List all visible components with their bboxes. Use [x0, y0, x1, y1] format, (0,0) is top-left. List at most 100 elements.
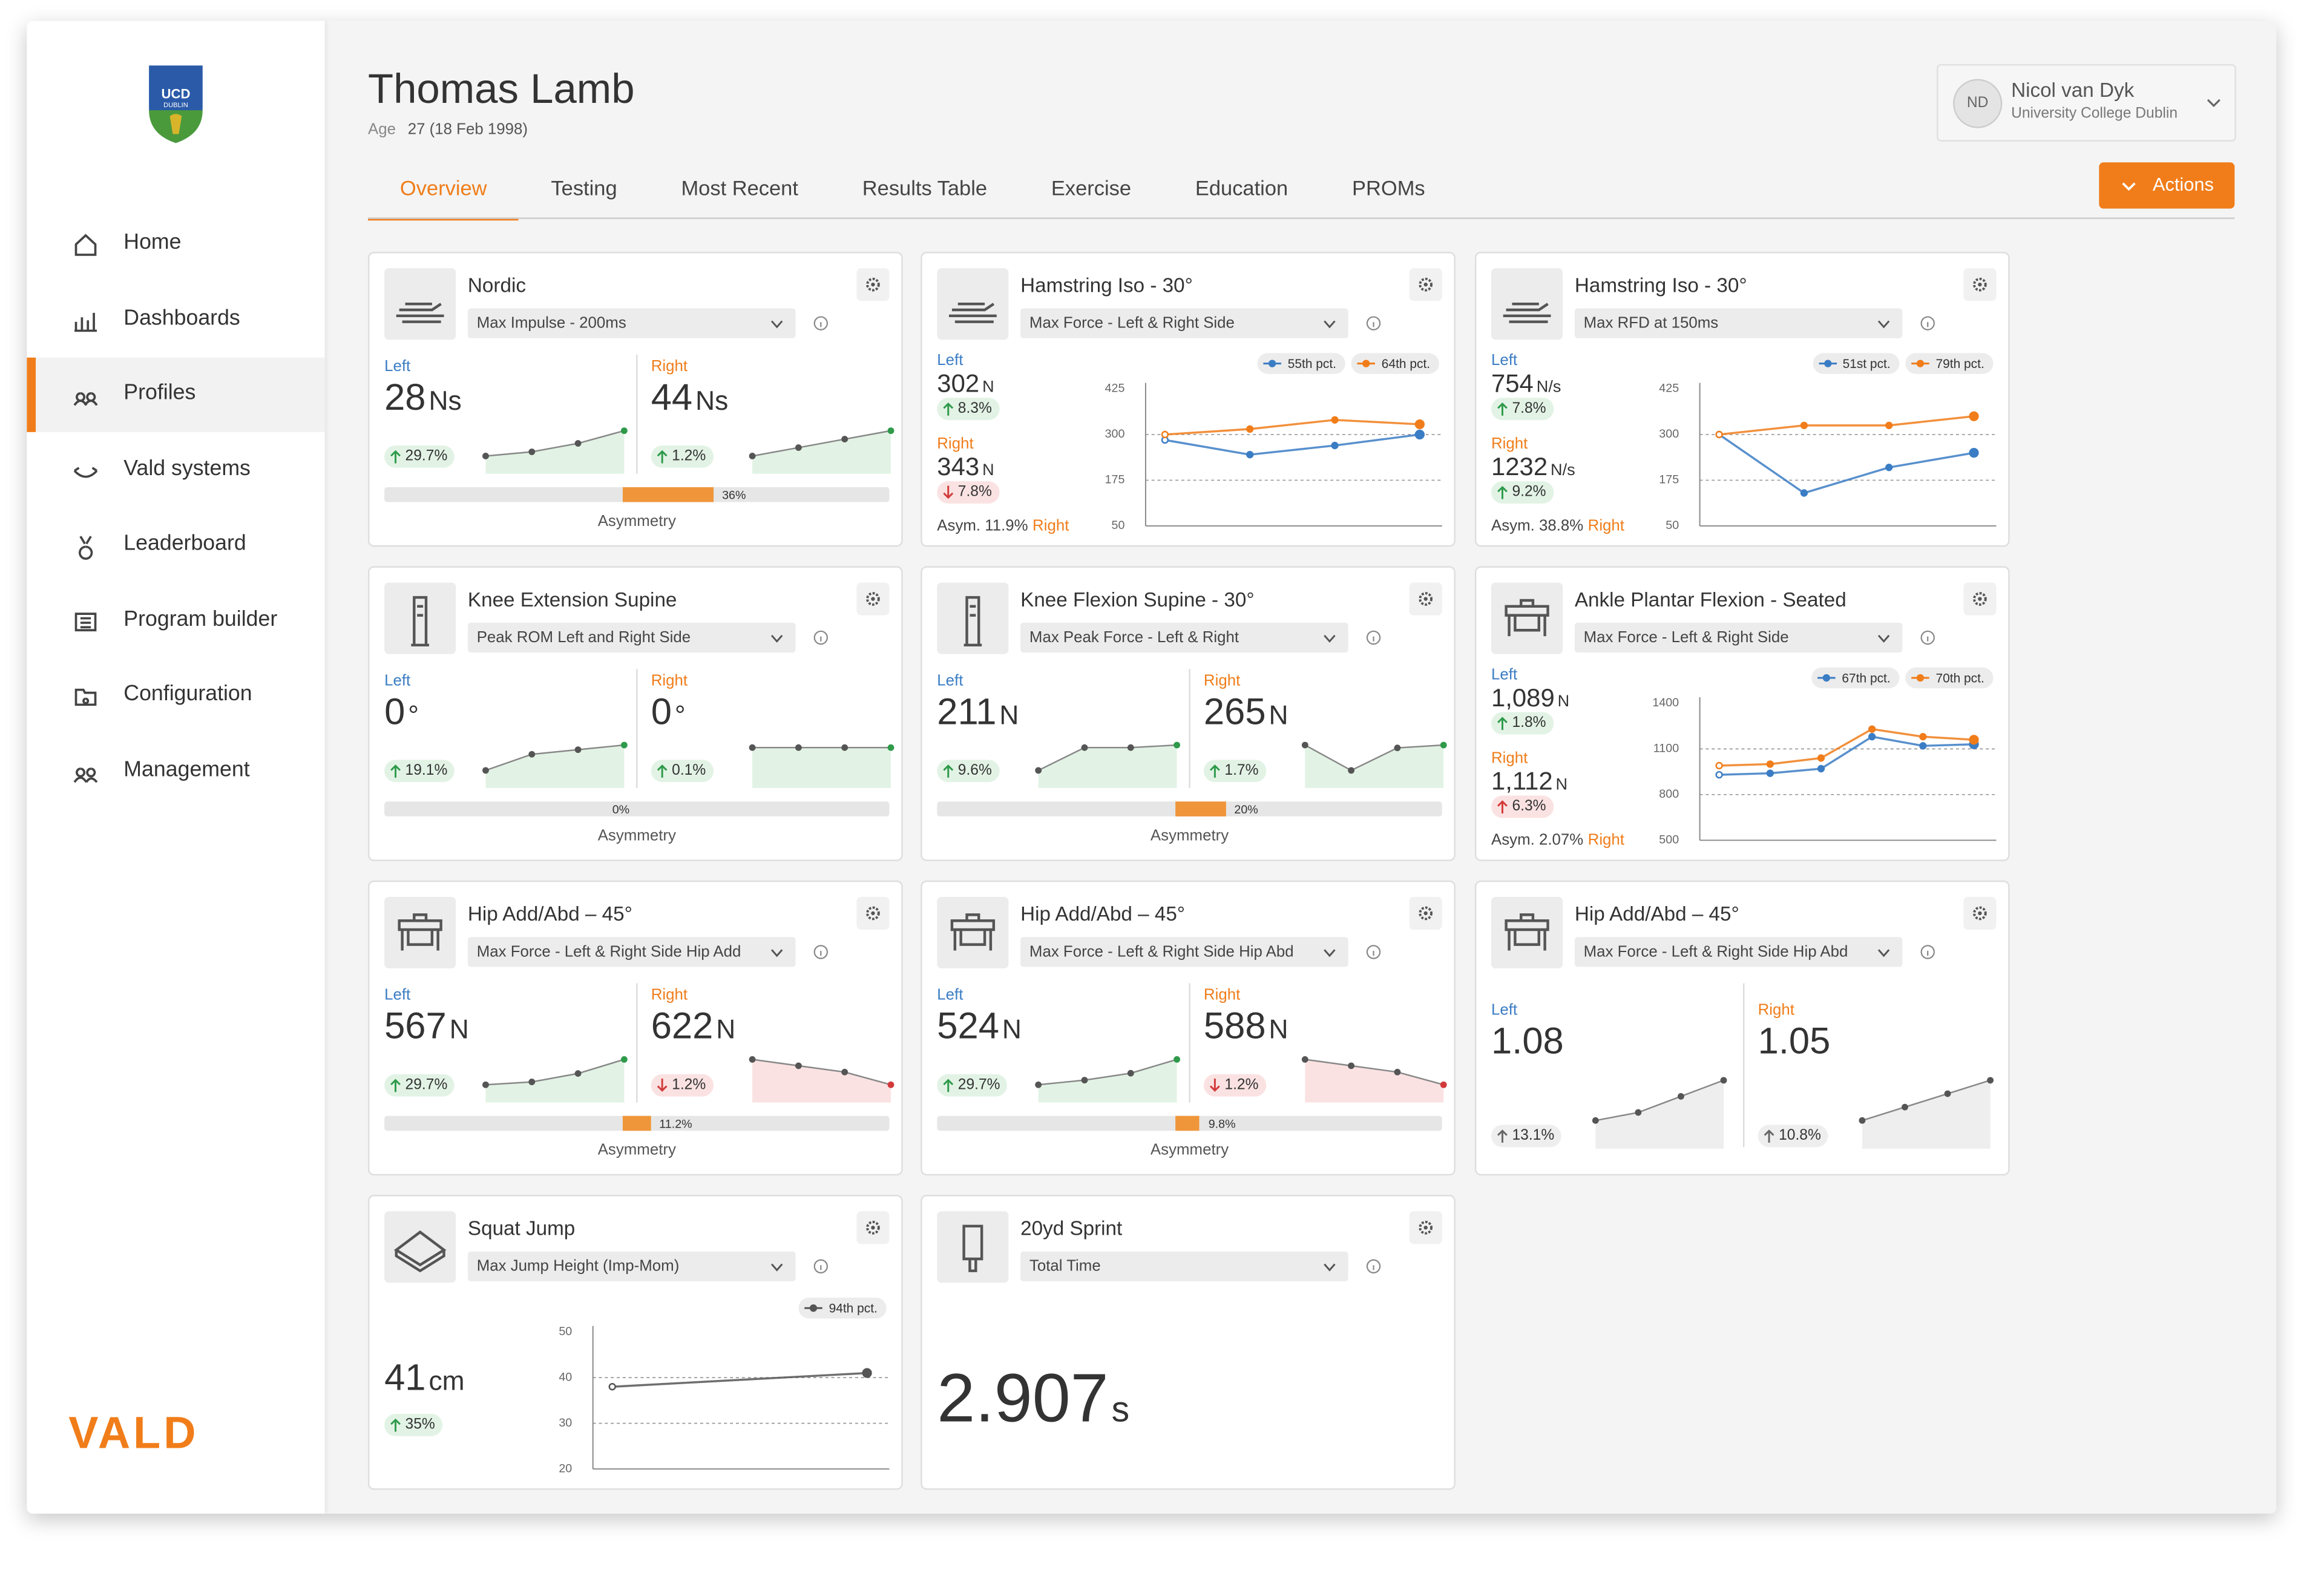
nav-item[interactable]: Profiles: [27, 357, 325, 432]
nav-item[interactable]: Leaderboard: [27, 508, 324, 582]
metric-label: Max Force - Left & Right Side: [1583, 628, 1789, 647]
gear-outer: [1419, 592, 1433, 606]
settings-button[interactable]: [1963, 268, 1997, 301]
side-divider: [636, 669, 638, 789]
sparkline-point: [1720, 1077, 1727, 1084]
info-icon[interactable]: [1366, 630, 1381, 645]
info-icon[interactable]: [1920, 316, 1935, 331]
nav-item[interactable]: Dashboards: [27, 282, 324, 356]
side-divider: [1742, 983, 1745, 1148]
info-icon[interactable]: [813, 1259, 829, 1274]
value-number: 567: [384, 1005, 447, 1048]
percentile-pill: 94th pct.: [799, 1297, 887, 1319]
nav-item[interactable]: Configuration: [27, 659, 324, 733]
side-label: Left: [937, 351, 963, 370]
settings-button[interactable]: [1409, 896, 1442, 930]
info-icon[interactable]: [813, 630, 829, 645]
info-icon[interactable]: [1920, 630, 1935, 645]
metric-dropdown[interactable]: Max Peak Force - Left & Right: [1020, 622, 1348, 653]
tab[interactable]: Exercise: [1051, 176, 1132, 200]
metric-dropdown[interactable]: Max Force - Left & Right Side Hip Add: [467, 937, 796, 967]
metric-dropdown[interactable]: Peak ROM Left and Right Side: [467, 622, 796, 653]
tab[interactable]: Overview: [367, 170, 519, 221]
settings-button[interactable]: [1963, 582, 1997, 616]
card-title: Squat Jump: [467, 1217, 576, 1240]
pill-marker: [805, 1304, 823, 1312]
info-icon[interactable]: [1920, 945, 1935, 960]
value-number: 2.907: [937, 1358, 1109, 1436]
info-icon[interactable]: [1366, 1259, 1381, 1274]
tab[interactable]: Most Recent: [681, 176, 798, 200]
value: 754 N/s: [1491, 369, 1561, 399]
nav-item[interactable]: Vald systems: [27, 433, 324, 507]
value-unit: N: [1557, 692, 1570, 711]
info-icon[interactable]: [1366, 945, 1381, 960]
metric-dropdown[interactable]: Max Impulse - 200ms: [467, 308, 796, 338]
chevron-shape: [770, 1263, 783, 1272]
change-value: 1.2%: [1224, 1077, 1259, 1094]
nav-item[interactable]: Home: [27, 207, 324, 281]
metric-dropdown[interactable]: Max RFD at 150ms: [1574, 308, 1903, 338]
info-icon[interactable]: [813, 316, 829, 331]
side-label: Left: [384, 672, 411, 690]
asymmetry-label: Asymmetry: [597, 512, 676, 531]
tab[interactable]: Testing: [551, 176, 617, 200]
metric-label: Max Force - Left & Right Side: [1029, 314, 1235, 332]
gear-inner: [1978, 911, 1982, 916]
sparkline-line: [1305, 1059, 1444, 1086]
settings-button[interactable]: [1409, 582, 1442, 616]
metric-dropdown[interactable]: Max Jump Height (Imp-Mom): [467, 1251, 796, 1281]
logo-harp: [169, 114, 182, 134]
value: 211 N: [937, 691, 1019, 734]
pill-marker-dot: [1917, 360, 1925, 367]
value-number: 0: [384, 691, 405, 734]
tab[interactable]: Results Table: [862, 176, 988, 200]
sparkline-point: [528, 1079, 536, 1086]
actions-button[interactable]: Actions: [2099, 162, 2235, 209]
info-icon[interactable]: [1366, 316, 1381, 331]
settings-button[interactable]: [856, 896, 890, 930]
gear-outer: [1419, 906, 1433, 921]
settings-button[interactable]: [1963, 896, 1997, 930]
metric-dropdown[interactable]: Max Force - Left & Right Side Hip Abd: [1020, 937, 1348, 967]
test-icon: [393, 1230, 447, 1273]
gear-inner: [1423, 282, 1428, 287]
nav-label: Configuration: [123, 682, 252, 706]
settings-button[interactable]: [856, 1211, 890, 1244]
settings-button[interactable]: [1409, 268, 1442, 301]
sparkline-point: [749, 744, 756, 751]
metric-dropdown[interactable]: Max Force - Left & Right Side Hip Abd: [1574, 937, 1903, 967]
test-icon-shape: [963, 596, 982, 647]
metric-dropdown[interactable]: Max Force - Left & Right Side: [1020, 308, 1348, 338]
dropdown-chevron: [770, 1263, 783, 1272]
card-title: Hamstring Iso - 30°: [1020, 274, 1193, 297]
settings-icon: [1973, 906, 1987, 921]
change-badge: 6.3%: [1491, 795, 1554, 818]
settings-button[interactable]: [1409, 1211, 1442, 1244]
settings-button[interactable]: [856, 582, 890, 616]
series-point: [862, 1368, 872, 1378]
sparkline-point: [482, 767, 489, 774]
series-point: [1246, 425, 1254, 433]
card-title: Ankle Plantar Flexion - Seated: [1574, 588, 1846, 611]
sparkline: [1592, 1077, 1727, 1149]
info-icon[interactable]: [813, 945, 829, 960]
settings-button[interactable]: [856, 268, 890, 301]
gear-inner: [1978, 597, 1982, 601]
nav-item[interactable]: Management: [27, 734, 324, 808]
dropdown-chevron: [1324, 634, 1336, 643]
user-menu[interactable]: ND Nicol van Dyk University College Dublin: [1936, 64, 2236, 142]
nav-item[interactable]: Program builder: [27, 583, 324, 658]
sparkline-line: [485, 1059, 625, 1086]
side-label: Right: [651, 357, 688, 376]
chevron-shape: [770, 320, 783, 329]
sparkline-point: [1035, 767, 1042, 774]
sparkline-point: [887, 427, 894, 435]
tab[interactable]: Education: [1195, 176, 1288, 200]
card-title: Hip Add/Abd – 45°: [467, 902, 632, 925]
test-icon-shape: [1505, 599, 1549, 637]
metric-dropdown[interactable]: Total Time: [1020, 1251, 1348, 1281]
tab[interactable]: PROMs: [1352, 176, 1425, 200]
nav-icon: [74, 234, 97, 256]
metric-dropdown[interactable]: Max Force - Left & Right Side: [1574, 622, 1903, 653]
